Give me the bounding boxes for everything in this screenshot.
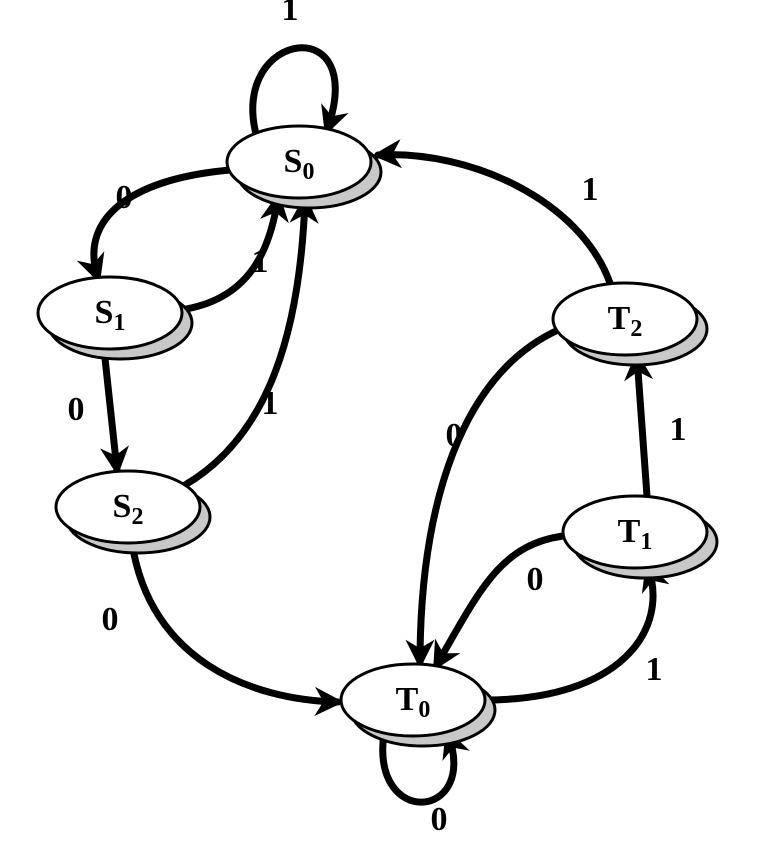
edge-label: 0 xyxy=(527,561,544,598)
node-T2: T2 xyxy=(553,283,707,365)
edge-s2t0: 0 xyxy=(102,543,339,702)
edge-t0t1: 1 xyxy=(485,567,663,700)
edge-s1s2: 0 xyxy=(68,349,118,470)
edge-label: 0 xyxy=(68,391,85,428)
node-T1: T1 xyxy=(563,496,717,578)
edge-s1s0: 1 xyxy=(180,198,278,310)
edge-s0s1: 0 xyxy=(94,170,230,278)
edge-s0loop: 1 xyxy=(253,0,336,134)
edge-label: 1 xyxy=(646,651,663,688)
edge-t1t2: 1 xyxy=(637,357,687,496)
nodes-layer: S0S1S2T0T1T2 xyxy=(38,126,717,746)
edge-t1t0: 0 xyxy=(436,536,563,666)
edge-label: 1 xyxy=(582,171,599,208)
state-diagram: 101010010101S0S1S2T0T1T2 xyxy=(0,0,759,841)
edge-label: 0 xyxy=(431,801,448,838)
edge-label: 0 xyxy=(102,601,119,638)
edge-t2s0: 1 xyxy=(378,155,610,283)
edge-label: 1 xyxy=(282,0,299,28)
edge-label: 0 xyxy=(446,417,463,454)
node-T0: T0 xyxy=(341,664,495,746)
edge-label: 1 xyxy=(670,411,687,448)
edge-t2t0: 0 xyxy=(420,330,558,663)
edge-t0loop: 0 xyxy=(383,733,454,838)
node-S1: S1 xyxy=(38,277,192,359)
node-S0: S0 xyxy=(227,126,381,208)
edge-label: 0 xyxy=(116,179,133,216)
edge-s2s0: 1 xyxy=(185,200,305,485)
edge-label: 1 xyxy=(252,243,269,280)
edge-label: 1 xyxy=(262,385,279,422)
